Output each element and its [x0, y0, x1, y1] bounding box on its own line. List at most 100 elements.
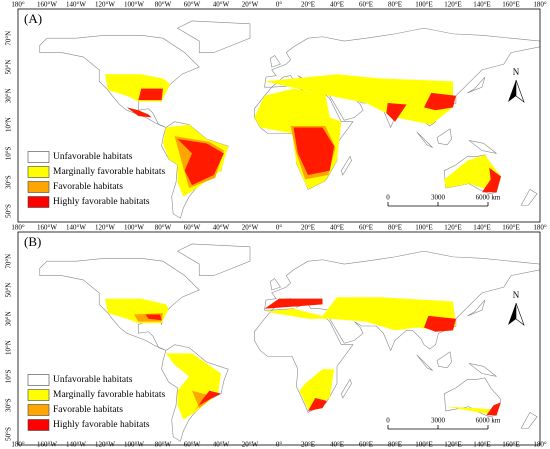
- legend-swatch: [27, 196, 50, 208]
- legend-swatch: [27, 181, 50, 193]
- legend-swatch: [27, 419, 50, 431]
- scale-label: 0: [386, 417, 390, 425]
- longitude-label: 160°W: [37, 224, 57, 232]
- longitude-label: 160°E: [502, 224, 520, 232]
- north-arrow: [508, 303, 516, 325]
- longitude-label: 160°E: [502, 441, 520, 449]
- longitude-label: 0°: [276, 441, 283, 449]
- latitude-label: 50°N: [5, 60, 13, 75]
- longitude-label: 20°W: [242, 1, 259, 9]
- panel-label: (A): [24, 11, 42, 26]
- longitude-label: 100°E: [415, 224, 433, 232]
- longitude-label: 20°E: [301, 224, 315, 232]
- longitude-label: 40°E: [330, 224, 344, 232]
- legend-label: Unfavorable habitats: [53, 374, 133, 385]
- longitude-label: 80°E: [388, 224, 402, 232]
- longitude-label: 140°W: [66, 224, 86, 232]
- latitude-label: 10°N: [5, 340, 13, 355]
- legend-swatch: [27, 151, 50, 163]
- north-label: N: [513, 290, 520, 300]
- longitude-label: 140°E: [473, 1, 491, 9]
- map-frame: [17, 8, 541, 223]
- longitude-label: 100°E: [415, 441, 433, 449]
- longitude-label: 120°E: [444, 1, 462, 9]
- panel-label: (B): [24, 234, 41, 249]
- longitude-label: 60°W: [184, 1, 201, 9]
- longitude-label: 60°W: [184, 441, 201, 449]
- longitude-label: 80°E: [388, 441, 402, 449]
- longitude-label: 140°W: [66, 1, 86, 9]
- latitude-label: 50°N: [5, 283, 13, 298]
- latitude-label: 50°S: [5, 427, 13, 441]
- scale-label: 6000 km: [476, 417, 501, 425]
- longitude-label: 80°E: [388, 1, 402, 9]
- scale-label: 6000 km: [476, 194, 501, 202]
- legend-label: Favorable habitats: [53, 182, 123, 192]
- north-arrow-outline: [515, 302, 525, 326]
- longitude-label: 140°W: [66, 441, 86, 449]
- longitude-label: 160°W: [37, 1, 57, 9]
- longitude-label: 0°: [276, 1, 283, 9]
- latitude-label: 30°S: [5, 175, 13, 189]
- longitude-label: 120°E: [444, 441, 462, 449]
- longitude-label: 180°: [533, 1, 547, 9]
- legend-swatch: [27, 374, 50, 386]
- longitude-label: 40°W: [213, 441, 230, 449]
- scale-label: 0: [386, 194, 390, 202]
- legend-swatch: [27, 404, 50, 416]
- latitude-label: 30°N: [5, 88, 13, 103]
- longitude-label: 80°W: [155, 1, 172, 9]
- legend-swatch: [27, 389, 50, 401]
- legend-label: Highly favorable habitats: [53, 419, 150, 430]
- latitude-label: 10°N: [5, 117, 13, 132]
- longitude-label: 100°E: [415, 1, 433, 9]
- longitude-label: 120°E: [444, 224, 462, 232]
- longitude-label: 40°W: [213, 1, 230, 9]
- north-arrow: [508, 80, 516, 102]
- longitude-label: 100°W: [124, 1, 144, 9]
- longitude-label: 120°W: [95, 441, 115, 449]
- latitude-label: 30°N: [5, 311, 13, 326]
- legend-label: Favorable habitats: [53, 405, 123, 415]
- latitude-label: 10°S: [5, 369, 13, 383]
- longitude-label: 60°E: [359, 224, 373, 232]
- scale-label: 3000: [431, 417, 446, 425]
- latitude-label: 50°S: [5, 204, 13, 218]
- legend-label: Marginally favorable habitats: [53, 166, 166, 177]
- latitude-label: 70°N: [5, 254, 13, 269]
- longitude-label: 20°W: [242, 224, 259, 232]
- longitude-label: 180°: [533, 224, 547, 232]
- legend-label: Unfavorable habitats: [53, 151, 133, 162]
- longitude-label: 140°E: [473, 224, 491, 232]
- north-arrow-outline: [515, 79, 525, 103]
- longitude-label: 60°E: [359, 1, 373, 9]
- longitude-label: 80°W: [155, 224, 172, 232]
- longitude-label: 40°W: [213, 224, 230, 232]
- map-frame: [17, 231, 541, 446]
- longitude-label: 140°E: [473, 441, 491, 449]
- longitude-label: 120°W: [95, 224, 115, 232]
- legend-label: Highly favorable habitats: [53, 196, 150, 207]
- longitude-label: 160°E: [502, 1, 520, 9]
- longitude-label: 120°W: [95, 1, 115, 9]
- longitude-label: 100°W: [124, 224, 144, 232]
- longitude-label: 20°E: [301, 1, 315, 9]
- longitude-label: 20°W: [242, 441, 259, 449]
- longitude-label: 180°: [11, 224, 25, 232]
- longitude-label: 160°W: [37, 441, 57, 449]
- latitude-label: 10°S: [5, 146, 13, 160]
- legend-label: Marginally favorable habitats: [53, 389, 166, 400]
- latitude-label: 30°S: [5, 398, 13, 412]
- longitude-label: 60°W: [184, 224, 201, 232]
- scale-label: 3000: [431, 194, 446, 202]
- panel-b: (B) 70°N 50°N 30°N 10°N 10°S 30°S 50°S Unfavora…: [5, 231, 541, 446]
- longitude-label: 20°E: [301, 441, 315, 449]
- legend-swatch: [27, 166, 50, 178]
- latitude-label: 70°N: [5, 31, 13, 46]
- longitude-label: 180°: [11, 441, 25, 449]
- longitude-label: 180°: [533, 441, 547, 449]
- longitude-label: 40°E: [330, 441, 344, 449]
- longitude-label: 40°E: [330, 1, 344, 9]
- longitude-label: 0°: [276, 224, 283, 232]
